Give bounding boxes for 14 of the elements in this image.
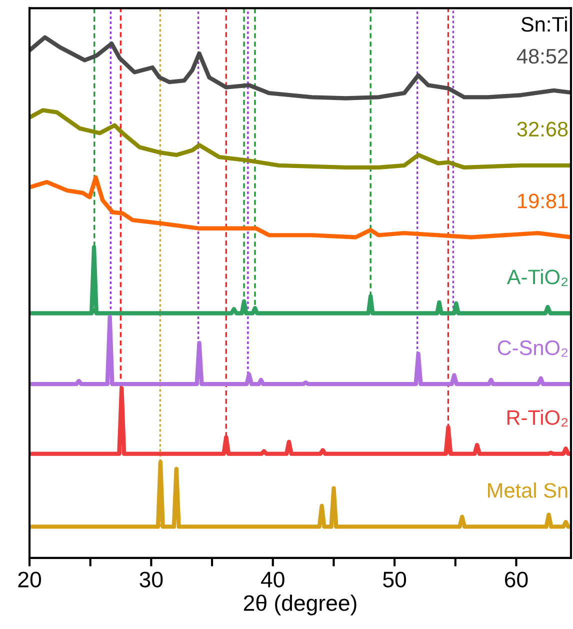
series-label: C-SnO₂ xyxy=(498,340,568,357)
x-tick-label: 60 xyxy=(505,572,528,588)
series-label: A-TiO₂ xyxy=(506,269,568,286)
series-label: 19:81 xyxy=(518,194,568,208)
series-label: 32:68 xyxy=(517,122,568,137)
x-tick-label: 50 xyxy=(383,572,406,588)
x-tick-label: 30 xyxy=(140,572,163,588)
text: Sn:Ti xyxy=(521,16,567,32)
x-axis-title: 2θ (degree) xyxy=(244,594,356,616)
series-label: Metal Sn xyxy=(488,482,568,498)
x-tick-label: 40 xyxy=(261,572,284,588)
series-label: R-TiO₂ xyxy=(507,410,568,427)
x-tick-label: 20 xyxy=(18,572,41,588)
series-label: 48:52 xyxy=(516,48,568,64)
